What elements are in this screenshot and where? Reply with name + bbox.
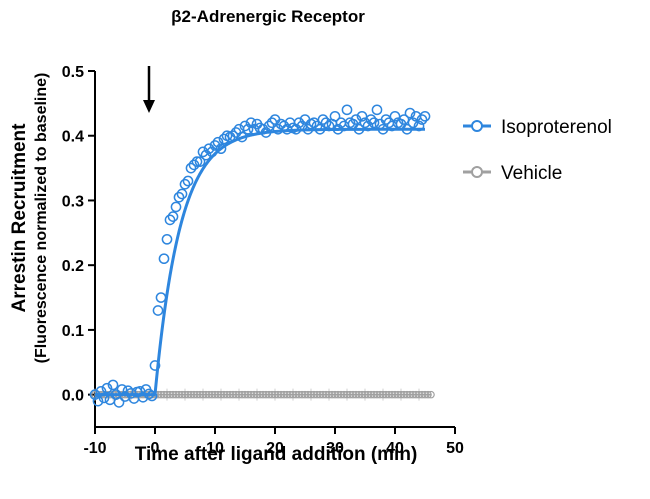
isoproterenol-point — [329, 110, 341, 122]
isoproterenol-fit-curve — [95, 127, 425, 397]
isoproterenol-point — [404, 107, 416, 119]
isoproterenol-point — [116, 384, 128, 395]
isoproterenol-point — [236, 131, 248, 143]
isoproterenol-point — [206, 146, 218, 158]
y-tick-label: 0.2 — [62, 258, 84, 275]
isoproterenol-point — [182, 175, 194, 187]
annotation-arrow-head — [143, 100, 155, 113]
isoproterenol-point — [185, 162, 197, 174]
isoproterenol-point — [179, 178, 191, 190]
isoproterenol-point — [89, 389, 101, 400]
legend-label-vehicle: Vehicle — [501, 163, 562, 184]
isoproterenol-point — [332, 123, 344, 135]
isoproterenol-point — [212, 136, 224, 148]
x-tick-label: 30 — [326, 440, 344, 457]
isoproterenol-point — [308, 117, 320, 129]
isoproterenol-point — [194, 156, 206, 167]
isoproterenol-point — [146, 390, 158, 402]
isoproterenol-point — [161, 233, 173, 245]
isoproterenol-point — [98, 392, 110, 404]
isoproterenol-point — [95, 386, 107, 397]
legend-label-isoproterenol: Isoproterenol — [501, 117, 612, 138]
isoproterenol-point — [215, 143, 227, 155]
legend-marker-isoproterenol — [471, 120, 483, 132]
x-tick-label: 20 — [266, 440, 284, 457]
isoproterenol-point — [203, 143, 215, 155]
y-tick-label: 0.1 — [62, 323, 84, 340]
isoproterenol-point — [209, 140, 221, 151]
y-tick-label: 0.3 — [62, 193, 84, 210]
isoproterenol-point — [263, 120, 275, 132]
isoproterenol-point — [245, 117, 257, 129]
isoproterenol-point — [407, 117, 419, 129]
isoproterenol-point — [113, 397, 125, 408]
isoproterenol-point — [314, 123, 326, 135]
isoproterenol-point — [362, 120, 374, 132]
isoproterenol-point — [419, 110, 431, 122]
isoproterenol-point — [368, 117, 380, 129]
isoproterenol-point — [92, 395, 104, 407]
vehicle-point — [424, 390, 432, 399]
isoproterenol-point — [152, 305, 164, 316]
isoproterenol-point — [107, 379, 119, 391]
isoproterenol-point — [416, 114, 428, 125]
isoproterenol-point — [323, 120, 335, 132]
isoproterenol-point — [191, 156, 203, 167]
isoproterenol-point — [401, 123, 413, 135]
isoproterenol-point — [257, 123, 269, 135]
vehicle-point — [427, 390, 435, 399]
isoproterenol-point — [173, 191, 185, 203]
isoproterenol-point — [365, 114, 377, 125]
isoproterenol-point — [311, 120, 323, 132]
chart-title: β2-Adrenergic Receptor — [171, 7, 365, 26]
axes: 0.0 0.1 0.2 0.3 0.4 0.5 -10 0 10 20 30 40 50 — [62, 64, 464, 457]
isoproterenol-point — [413, 120, 425, 132]
isoproterenol-point — [317, 114, 329, 125]
isoproterenol-point — [293, 117, 305, 129]
y-axis-label-secondary: (Fluorescence normalized to baseline) — [33, 73, 50, 364]
isoproterenol-point — [167, 211, 179, 222]
isoproterenol-point — [290, 123, 302, 135]
isoproterenol-point — [149, 360, 161, 371]
legend: Isoproterenol Vehicle — [463, 117, 612, 184]
y-tick-label: 0.4 — [62, 129, 84, 146]
isoproterenol-point — [218, 133, 230, 145]
isoproterenol-point — [158, 253, 170, 265]
x-axis-label: Time after ligand addition (min) — [135, 444, 418, 465]
isoproterenol-point — [176, 188, 188, 200]
isoproterenol-point — [398, 114, 410, 125]
isoproterenol-point — [353, 123, 365, 135]
isoproterenol-point — [356, 110, 368, 122]
isoproterenol-point — [260, 127, 272, 138]
isoproterenol-point — [101, 382, 113, 394]
isoproterenol-point — [200, 149, 212, 161]
isoproterenol-point — [170, 201, 182, 213]
x-tick-label: 10 — [206, 440, 224, 457]
marks — [89, 66, 435, 408]
isoproterenol-point — [242, 123, 254, 135]
isoproterenol-point — [143, 388, 155, 400]
isoproterenol-point — [389, 110, 401, 122]
isoproterenol-point — [371, 104, 383, 116]
isoproterenol-point — [164, 214, 176, 226]
y-tick-label: 0.0 — [62, 388, 84, 405]
y-tick-label: 0.5 — [62, 64, 84, 81]
x-tick-label: -10 — [83, 440, 106, 457]
isoproterenol-point — [188, 159, 200, 171]
isoproterenol-point — [302, 123, 314, 135]
isoproterenol-point — [239, 120, 251, 132]
isoproterenol-point — [341, 104, 353, 116]
x-tick-label: 40 — [386, 440, 404, 457]
y-axis-label: Arrestin Recruitment — [9, 123, 30, 313]
isoproterenol-point — [350, 114, 362, 125]
isoproterenol-point — [155, 292, 167, 303]
legend-marker-vehicle — [471, 166, 483, 178]
isoproterenol-point — [320, 117, 332, 129]
x-tick-label: 0 — [151, 440, 160, 457]
x-tick-label: 50 — [446, 440, 464, 457]
isoproterenol-point — [377, 123, 389, 135]
isoproterenol-point — [380, 114, 392, 125]
